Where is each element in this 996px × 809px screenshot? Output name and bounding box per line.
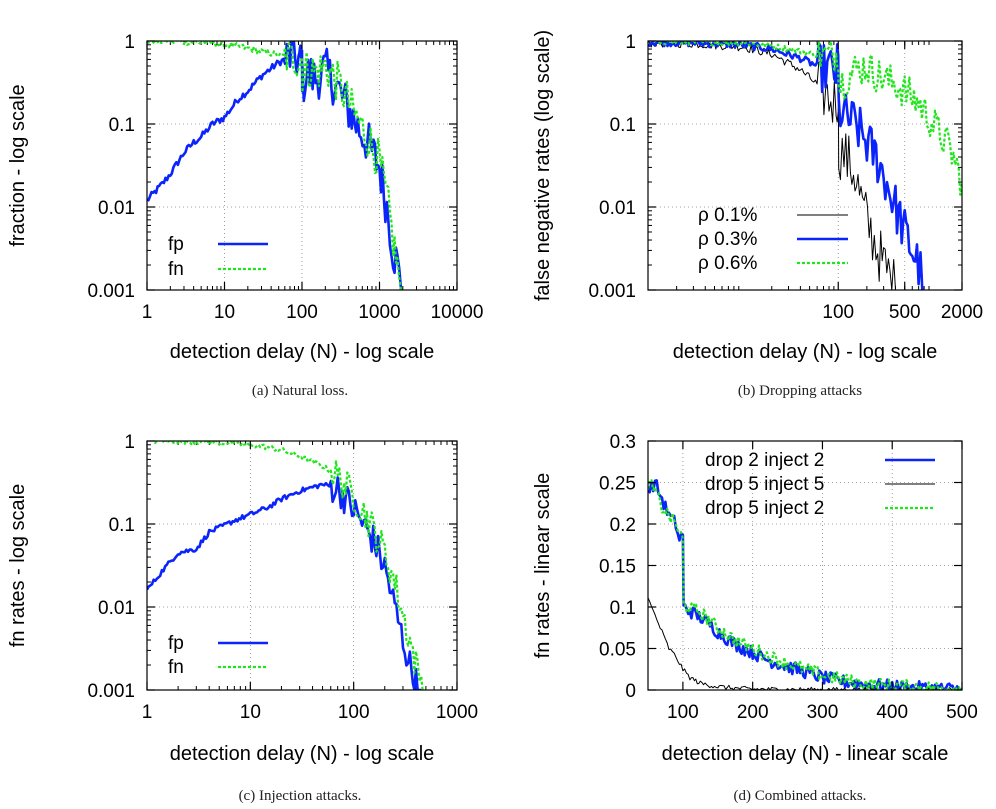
y-tick-label: 0 [625, 681, 636, 702]
x-tick-label: 10 [214, 302, 235, 323]
y-tick-label: 0.2 [610, 515, 636, 536]
x-axis-label: detection delay (N) - linear scale [662, 743, 949, 765]
chart-panel-2: 100 500 2000 0.001 0.01 0.1 1 detection delay (… [532, 30, 983, 399]
panel-caption: (c) Injection attacks. [239, 788, 362, 804]
x-axis-label: detection delay (N) - log scale [673, 341, 938, 363]
y-tick-label: 0.3 [610, 432, 636, 453]
series-line-fp [147, 476, 422, 690]
series-line-fn [147, 441, 425, 690]
x-tick-label: 10000 [431, 302, 484, 323]
legend: fp fn [168, 633, 268, 678]
panel-caption: (d) Combined attacks. [734, 788, 867, 804]
plot-frame [647, 40, 963, 291]
legend-label: fn [168, 657, 184, 678]
x-tick-label: 2000 [941, 302, 983, 323]
y-tick-label: 1 [124, 432, 135, 453]
x-tick-label: 200 [737, 702, 769, 723]
x-tick-label: 500 [889, 302, 921, 323]
legend-label: fn [168, 259, 184, 280]
x-tick-label: 100 [667, 702, 699, 723]
series-line--0-3- [648, 41, 925, 290]
x-tick-label: 100 [822, 302, 854, 323]
chart-panel-1: 1 10 100 1000 10000 0.001 0.01 0.1 1 detection de… [7, 32, 483, 399]
x-tick-label: 10 [240, 702, 261, 723]
x-axis-label: detection delay (N) - log scale [170, 743, 435, 765]
x-tick-label: 100 [338, 702, 370, 723]
y-tick-label: 0.1 [109, 115, 135, 136]
legend: ρ 0.1% ρ 0.3% ρ 0.6% [698, 205, 848, 274]
legend-label: fp [168, 234, 184, 255]
y-tick-label: 0.001 [588, 281, 636, 302]
legend-label: ρ 0.3% [698, 229, 757, 250]
y-tick-label: 0.25 [599, 474, 636, 495]
y-axis-label: false negative rates (log scale) [532, 30, 554, 301]
x-tick-label: 100 [286, 302, 318, 323]
y-tick-label: 0.1 [610, 598, 636, 619]
series-line-fn [147, 41, 403, 290]
y-axis-label: fraction - log scale [7, 84, 29, 246]
y-tick-label: 0.15 [599, 557, 636, 578]
legend: drop 2 inject 2 drop 5 inject 5 drop 5 inj… [705, 450, 935, 519]
legend: fp fn [168, 234, 268, 280]
y-tick-label: 0.05 [599, 640, 636, 661]
x-tick-label: 500 [946, 702, 978, 723]
y-tick-label: 0.01 [98, 598, 135, 619]
y-tick-label: 0.01 [98, 198, 135, 219]
x-tick-label: 1000 [358, 302, 400, 323]
y-axis-label: fn rates - linear scale [532, 473, 554, 659]
x-tick-label: 1 [142, 702, 153, 723]
legend-label: ρ 0.6% [698, 253, 757, 274]
legend-label: drop 5 inject 5 [705, 474, 824, 495]
x-tick-label: 1000 [436, 702, 478, 723]
y-tick-label: 0.1 [610, 115, 636, 136]
y-tick-label: 0.01 [599, 198, 636, 219]
series-line--0-1- [648, 41, 896, 290]
legend-label: ρ 0.1% [698, 205, 757, 226]
panel-caption: (a) Natural loss. [252, 383, 348, 399]
legend-label: fp [168, 633, 184, 654]
y-tick-label: 0.001 [87, 281, 135, 302]
series-line-drop-5-inject-5 [648, 597, 962, 690]
y-axis-label: fn rates - log scale [7, 484, 29, 647]
chart-panel-4: 100 200 300 400 500 0 0.05 0.1 0.15 0.2 0.25 0.3 det… [532, 432, 978, 804]
legend-label: drop 2 inject 2 [705, 450, 824, 471]
y-tick-label: 1 [124, 32, 135, 53]
chart-panel-3: 1 10 100 1000 0.001 0.01 0.1 1 detection delay (… [7, 432, 478, 804]
x-tick-label: 1 [142, 302, 153, 323]
plot-frame [146, 440, 458, 691]
x-axis-label: detection delay (N) - log scale [170, 341, 435, 363]
x-tick-label: 300 [807, 702, 839, 723]
legend-label: drop 5 inject 2 [705, 498, 824, 519]
series-line-fp [147, 41, 403, 290]
series-line--0-6- [648, 41, 962, 196]
y-tick-label: 0.1 [109, 515, 135, 536]
x-tick-label: 400 [876, 702, 908, 723]
panel-caption: (b) Dropping attacks [738, 383, 862, 399]
y-tick-label: 0.001 [87, 681, 135, 702]
y-tick-label: 1 [625, 32, 636, 53]
